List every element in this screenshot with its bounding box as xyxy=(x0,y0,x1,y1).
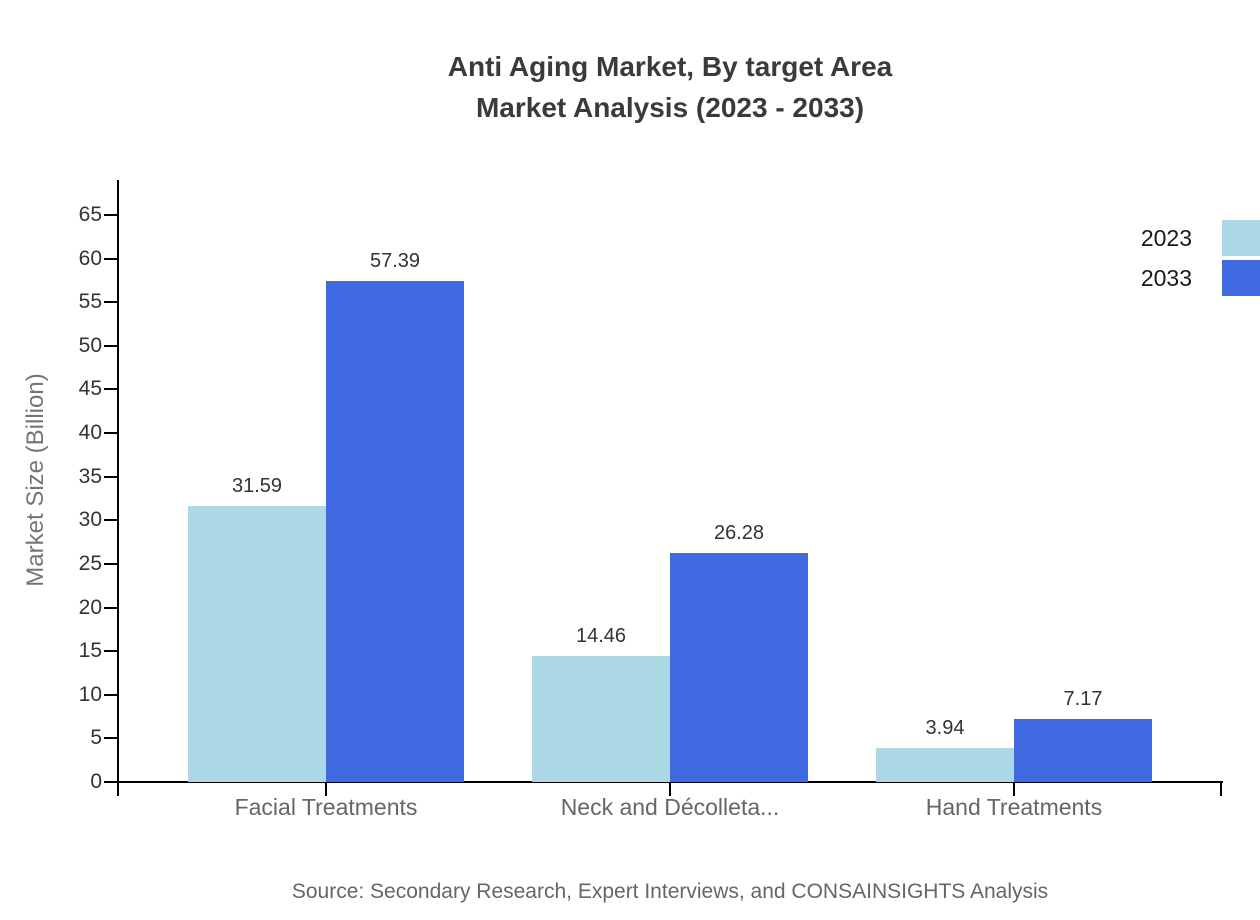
y-axis-tick xyxy=(104,606,117,609)
legend-swatch-2023 xyxy=(1222,220,1260,256)
y-axis-tick-label: 45 xyxy=(78,377,102,401)
y-axis-tick-label: 60 xyxy=(78,246,102,270)
y-axis-tick xyxy=(104,301,117,304)
y-axis-tick xyxy=(104,737,117,740)
y-axis-tick-label: 20 xyxy=(78,595,102,619)
category-label-neck-and-d-colleta: Neck and Décolleta... xyxy=(560,794,780,820)
y-axis-tick-label: 65 xyxy=(78,203,102,226)
y-axis-tick-label: 10 xyxy=(78,682,102,706)
value-label-2033-facial-treatments: 57.39 xyxy=(369,250,421,273)
y-axis-tick xyxy=(104,781,117,783)
chart-title: Anti Aging Market, By target Area Market… xyxy=(80,46,1260,128)
legend-row-2033: 2033 xyxy=(1141,258,1260,298)
value-label-2023-facial-treatments: 31.59 xyxy=(231,475,283,498)
y-axis-tick xyxy=(104,388,117,391)
y-axis-tick xyxy=(104,650,117,653)
y-axis-tick-label: 50 xyxy=(78,333,102,357)
y-axis-tick-label: 0 xyxy=(90,770,102,793)
y-axis-line xyxy=(117,180,119,784)
y-axis-tick-label: 35 xyxy=(78,464,102,488)
x-axis-tick xyxy=(1220,782,1222,796)
y-axis-tick xyxy=(104,693,117,696)
y-axis-tick-label: 40 xyxy=(78,421,102,445)
x-axis-tick xyxy=(117,782,119,796)
y-axis-tick xyxy=(104,475,117,478)
y-axis-tick-label: 30 xyxy=(78,508,102,532)
bar-2023-facial-treatments xyxy=(188,506,326,782)
bar-2023-neck-and-d-colleta xyxy=(532,655,670,782)
y-axis-tick xyxy=(104,344,117,347)
source-attribution: Source: Secondary Research, Expert Inter… xyxy=(291,880,1049,903)
value-label-2033-neck-and-d-colleta: 26.28 xyxy=(713,521,765,544)
y-axis-tick xyxy=(104,257,117,260)
y-axis-tick xyxy=(104,214,117,216)
legend-swatch-2033 xyxy=(1222,260,1260,296)
bar-2033-hand-treatments xyxy=(1014,719,1152,782)
category-label-facial-treatments: Facial Treatments xyxy=(234,794,418,820)
legend: 2023 2033 xyxy=(1141,218,1260,298)
bar-2033-facial-treatments xyxy=(326,281,464,782)
y-axis-tick-label: 5 xyxy=(90,726,102,750)
y-axis-tick-label: 15 xyxy=(78,639,102,663)
bar-2033-neck-and-d-colleta xyxy=(670,552,808,782)
y-axis-tick xyxy=(104,562,117,565)
chart-title-line1: Anti Aging Market, By target Area xyxy=(447,51,893,82)
y-axis-tick-label: 25 xyxy=(78,551,102,575)
y-axis-tick xyxy=(104,432,117,435)
x-axis-tick xyxy=(1013,782,1015,796)
chart-title-line2: Market Analysis (2023 - 2033) xyxy=(475,92,865,123)
bar-2023-hand-treatments xyxy=(876,747,1014,782)
category-label-hand-treatments: Hand Treatments xyxy=(925,794,1103,820)
value-label-2033-hand-treatments: 7.17 xyxy=(1063,688,1103,711)
y-axis-tick-label: 55 xyxy=(78,290,102,314)
legend-label-2023: 2023 xyxy=(1140,224,1192,251)
x-axis-tick xyxy=(669,782,671,796)
y-axis-tick xyxy=(104,519,117,522)
value-label-2023-neck-and-d-colleta: 14.46 xyxy=(575,624,627,647)
value-label-2023-hand-treatments: 3.94 xyxy=(925,716,965,739)
x-axis-tick xyxy=(325,782,327,796)
legend-label-2033: 2033 xyxy=(1140,264,1192,291)
legend-row-2023: 2023 xyxy=(1141,218,1260,258)
